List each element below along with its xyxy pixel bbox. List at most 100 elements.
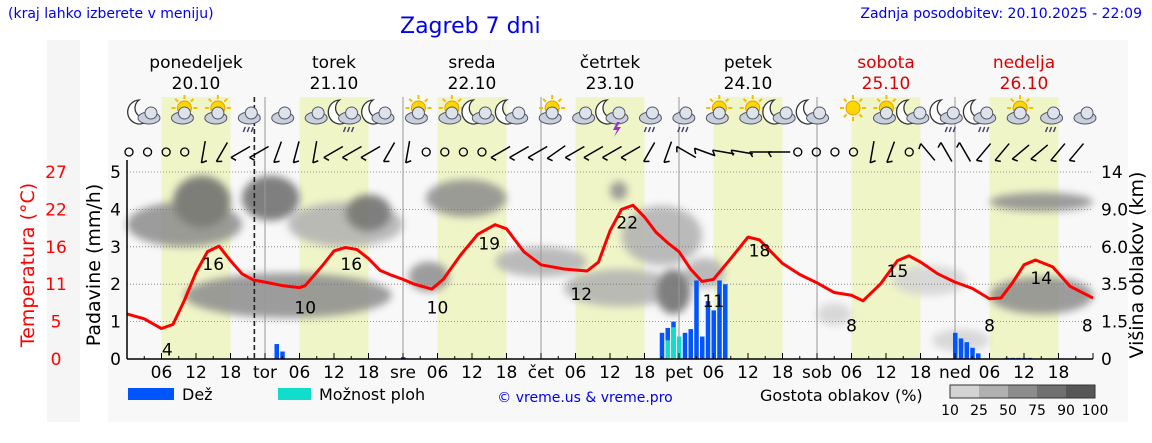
copyright-link[interactable]: © vreme.us & vreme.pro (497, 390, 672, 406)
wind-shaft (602, 145, 622, 159)
wind-calm-icon (161, 147, 171, 157)
wind-feather (323, 156, 330, 161)
cloud-rain-icon (1040, 106, 1064, 133)
wind-shaft (564, 145, 585, 159)
wind-shaft (1011, 144, 1030, 160)
wind-shaft (975, 143, 992, 161)
wind-shaft (694, 147, 716, 157)
wind-shaft (886, 141, 896, 163)
temperature-label: 22 (616, 214, 638, 234)
wind-shaft (1068, 143, 1085, 161)
wind-shaft (249, 145, 269, 159)
shower-bar (671, 327, 676, 359)
raindrop (647, 126, 652, 133)
wind-feather (711, 149, 716, 156)
sun-ray (441, 98, 447, 103)
wind-shaft (920, 143, 936, 161)
moon-cloud-icon (895, 99, 930, 125)
wind-feather (1069, 159, 1076, 163)
temperature-label: 19 (478, 234, 500, 254)
cloud-patch (989, 276, 1093, 315)
cloud-shape (679, 106, 693, 120)
wind-calm-icon (904, 147, 914, 157)
wind-feather (201, 160, 208, 164)
wind-barb-icon (200, 141, 208, 164)
cloud-density-bar-border (949, 384, 1096, 399)
temperature-tick-label: 11 (45, 275, 67, 295)
wind-barb-icon (602, 145, 622, 161)
wind-feather (886, 160, 893, 164)
wind-barb-icon (1030, 144, 1049, 162)
raindrop (651, 126, 656, 133)
cloud-shape (645, 106, 659, 120)
wind-shaft (869, 141, 875, 163)
precip-axis-title: Padavine (mm/h) (83, 184, 105, 347)
cloud-patch (184, 272, 392, 318)
wind-barb-icon (1068, 143, 1085, 163)
x-tick-label: čet (528, 363, 555, 383)
cloud-shape (378, 106, 392, 120)
sun-ray (858, 113, 863, 118)
cloud-shape (278, 106, 292, 120)
wind-barb-icon (693, 147, 716, 157)
sun-ray (843, 98, 848, 103)
cloud-shape (1047, 106, 1061, 120)
wind-barb-icon (975, 143, 992, 163)
rain-bar (711, 310, 716, 359)
wind-barb-icon (564, 145, 585, 161)
wind-feather (293, 160, 300, 164)
wind-shaft (200, 141, 206, 163)
raindrop (246, 126, 250, 133)
sun-icon (840, 95, 866, 121)
weather-icon-row (127, 95, 1097, 137)
day-name: nedelja (993, 53, 1055, 73)
x-tick-label: sob (802, 363, 832, 383)
sun-ray (190, 98, 195, 103)
cloud-patch (656, 269, 691, 315)
x-tick-label: 12 (599, 363, 621, 383)
wind-shaft (273, 141, 283, 163)
x-tick-label: 12 (323, 363, 345, 383)
wind-shaft (583, 145, 604, 159)
cloud-shape (579, 106, 593, 120)
cloud-patch (564, 269, 679, 307)
wind-barb-icon (767, 151, 791, 158)
sun-ray (892, 98, 897, 103)
cloud-shape (211, 106, 225, 120)
wind-shaft (342, 145, 362, 159)
wind-barb-icon (405, 141, 412, 164)
wind-shaft (1050, 143, 1066, 161)
wind-feather (312, 160, 319, 164)
cloud-density-tick: 90 (1057, 403, 1075, 419)
wind-shaft (230, 145, 251, 159)
x-tick-label: 06 (289, 363, 311, 383)
cloud-icon (304, 106, 328, 125)
sun-ray (1025, 98, 1031, 103)
wind-barb-icon (730, 149, 754, 156)
raindrop (1048, 126, 1053, 133)
sun-cloud-icon (204, 95, 231, 125)
cloud-shape (144, 106, 158, 120)
raindrop (681, 126, 685, 133)
day-name: torek (312, 53, 356, 73)
x-tick-label: 18 (220, 363, 242, 383)
raindrop (685, 126, 689, 133)
wind-feather (918, 143, 922, 150)
cloud-shape (879, 106, 893, 120)
moon-cloud-icon (461, 99, 495, 125)
sun-ray (758, 98, 763, 103)
x-tick-label: 18 (358, 363, 380, 383)
wind-shaft (292, 141, 300, 163)
rain-bar (705, 301, 711, 359)
wind-barb-icon (273, 141, 283, 164)
wind-barb-icon (620, 145, 641, 161)
rain-bar (958, 338, 964, 359)
wind-feather (527, 156, 534, 161)
wind-row (124, 141, 1085, 164)
temperature-axis-panel (47, 40, 80, 422)
wind-feather (620, 156, 627, 161)
cloud-shape (1013, 106, 1027, 120)
cloud-density-tick: 100 (1082, 403, 1109, 419)
wind-barb-icon (490, 145, 511, 161)
wind-barb-icon (676, 145, 697, 159)
